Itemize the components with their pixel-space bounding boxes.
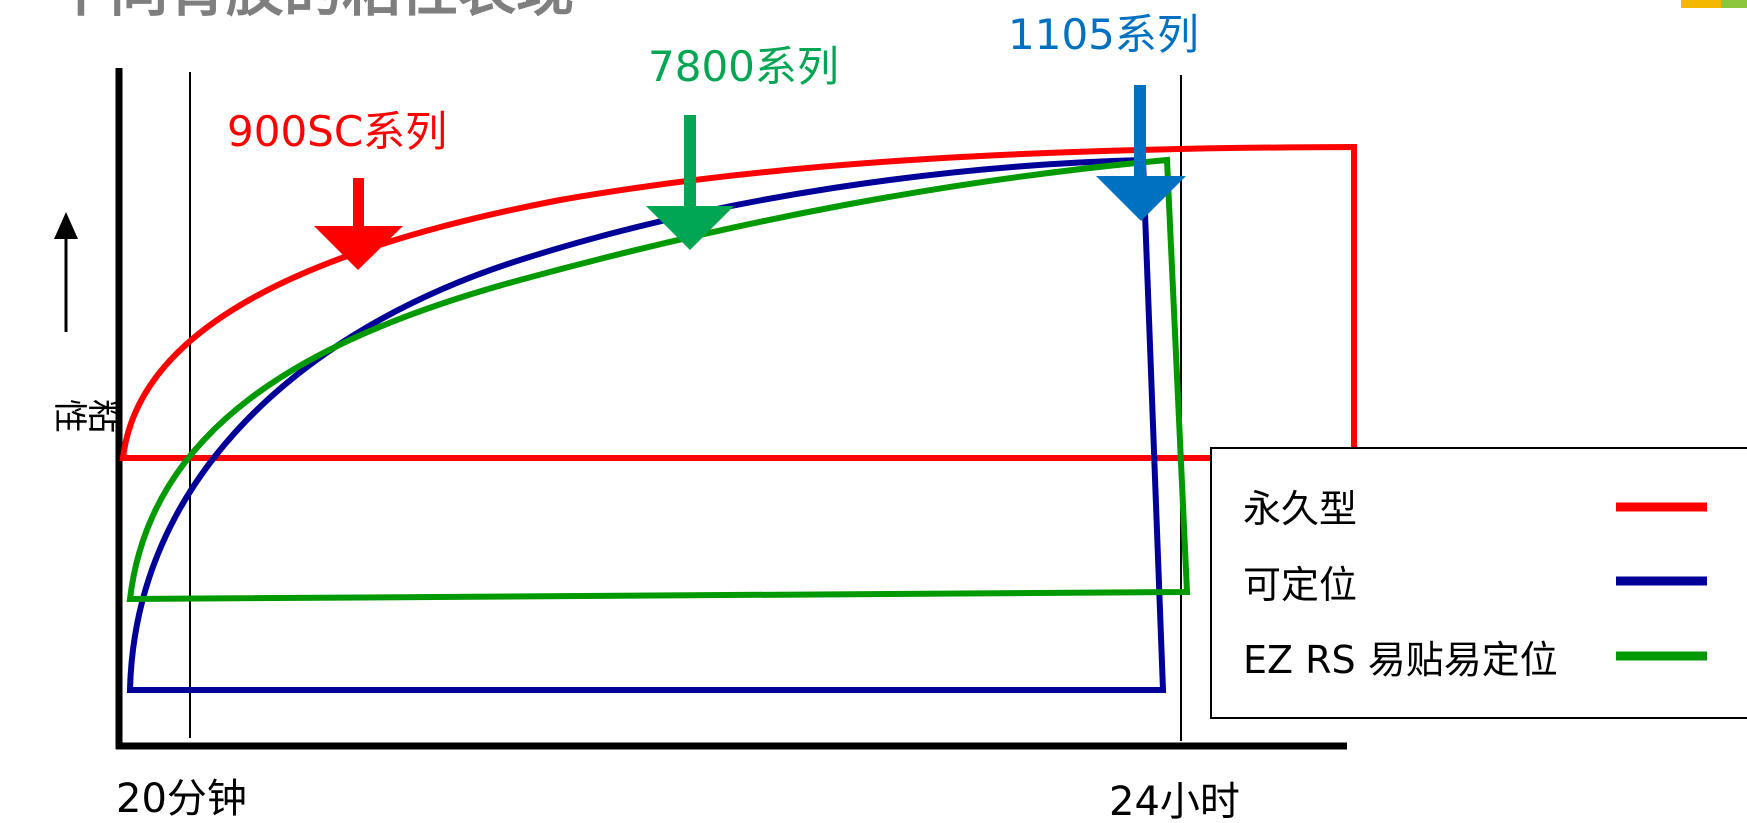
y-axis-label-char-2: 性 [49, 399, 89, 433]
page-title: 不同背胶的粘性表现 [52, 0, 574, 24]
y-up-arrow-head [54, 212, 78, 239]
legend-label-permanent: 永久型 [1243, 487, 1357, 531]
legend: 永久型 可定位 EZ RS 易贴易定位 [1210, 447, 1747, 719]
x-tick-20min: 20分钟 [116, 776, 247, 822]
curve-permanent [119, 143, 1357, 461]
callout-900sc: 900SC系列 [227, 107, 447, 156]
legend-item-repositionable: 可定位 [1243, 563, 1707, 607]
y-axis-label: 粘 [83, 399, 123, 433]
legend-label-ez-rs: EZ RS 易贴易定位 [1243, 638, 1558, 682]
arrow-7800-head [646, 206, 734, 250]
arrow-1105-shaft [1134, 85, 1146, 181]
corner-decoration-accent [1721, 0, 1747, 8]
x-tick-24h: 24小时 [1109, 779, 1240, 823]
arrow-1105-head [1096, 176, 1186, 221]
y-axis-label-char-1: 粘 [83, 399, 123, 433]
arrow-7800-shaft [684, 115, 696, 210]
curve-repositionable [126, 156, 1167, 693]
callout-7800: 7800系列 [648, 42, 839, 91]
legend-item-ez-rs: EZ RS 易贴易定位 [1243, 638, 1707, 682]
callout-1105: 1105系列 [1008, 10, 1199, 59]
legend-label-repositionable: 可定位 [1243, 563, 1357, 607]
y-axis-label-2: 性 [49, 399, 89, 433]
arrow-900sc-shaft [353, 178, 364, 228]
curve-ez-rs [126, 156, 1191, 603]
arrow-900sc-head [314, 226, 403, 270]
corner-decoration [1681, 0, 1721, 8]
legend-item-permanent: 永久型 [1243, 487, 1707, 531]
